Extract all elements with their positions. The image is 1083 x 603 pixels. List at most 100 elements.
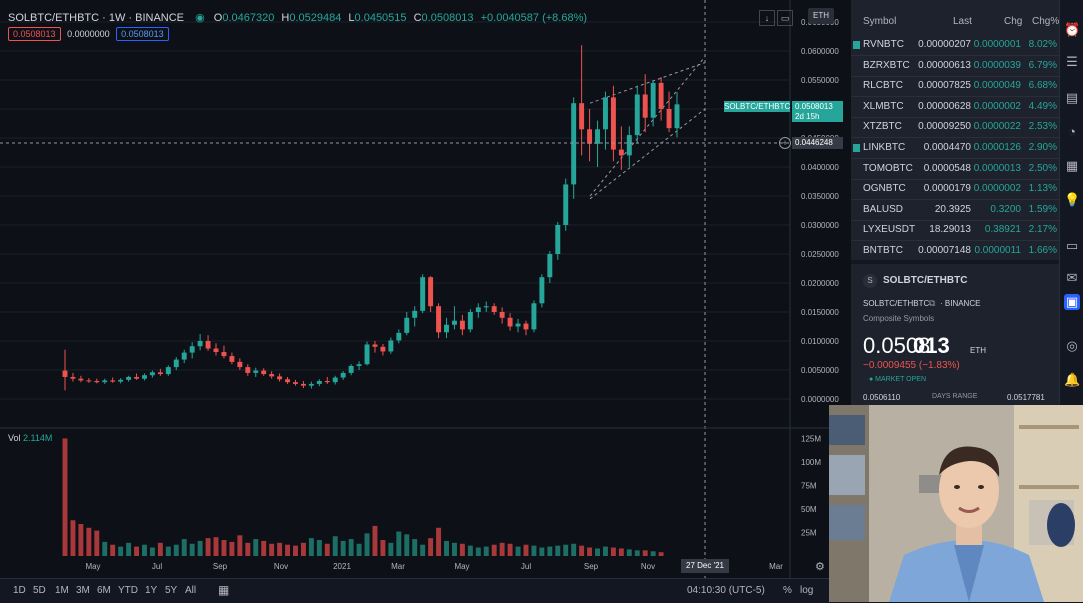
data-window-icon[interactable]: ▤ (1065, 90, 1079, 105)
col-chgp[interactable]: Chg% (1032, 16, 1060, 27)
fullscreen-icon[interactable]: ▭ (777, 10, 793, 26)
col-last[interactable]: Last (953, 16, 972, 27)
sell-badge[interactable]: 0.0508013 (8, 27, 61, 41)
close-label: C (413, 12, 422, 24)
watchlist-row[interactable]: OGNBTC 0.0000179 0.0000002 1.13% (851, 179, 1059, 201)
add-alert-icon[interactable]: + (779, 137, 791, 149)
watchlist-row[interactable]: BNTBTC 0.00007148 0.0000011 1.66% (851, 241, 1059, 262)
timeframe-all[interactable]: All (185, 585, 197, 596)
timeframe-6m[interactable]: 6M (97, 585, 111, 596)
volume-legend: Vol 2.114M (8, 433, 52, 443)
candle-body (149, 372, 155, 376)
download-icon[interactable]: ↓ (759, 10, 775, 26)
volume-bar (118, 546, 124, 556)
eye-icon[interactable]: ◉ (195, 12, 205, 24)
price-tick: 0.0050000 (801, 366, 839, 375)
watchlist-row[interactable]: RLCBTC 0.00007825 0.0000049 6.68% (851, 76, 1059, 98)
volume-bar (165, 546, 171, 556)
timeframe-5y[interactable]: 5Y (165, 585, 178, 596)
timeframe-5d[interactable]: 5D (33, 585, 46, 596)
candle-body (674, 104, 680, 129)
watchlist-row[interactable]: TOMOBTC 0.0000548 0.0000013 2.50% (851, 159, 1059, 180)
time-tick: Jul (152, 562, 162, 571)
details-change: −0.0009455 (−1.83%) (863, 360, 960, 371)
currency-badge[interactable]: ETH (808, 8, 834, 24)
watchlist-symbol: XTZBTC (863, 121, 902, 133)
volume-bar (595, 548, 600, 556)
buy-badge[interactable]: 0.0508013 (116, 27, 169, 41)
volume-bar (507, 543, 513, 556)
watchlist-icon[interactable]: ☰ (1066, 54, 1078, 69)
candle-body (571, 103, 577, 185)
timeframe-1y[interactable]: 1Y (145, 585, 158, 596)
volume-bar (412, 539, 418, 556)
ideas-icon[interactable]: 💡 (1064, 192, 1081, 207)
hotlist-icon[interactable]: ◔ (1068, 124, 1076, 139)
candle-body (356, 364, 362, 366)
chart-settings-icon[interactable]: ⚙ (815, 561, 825, 573)
symbol-title[interactable]: SOLBTC/ETHBTC · 1W · BINANCE (8, 12, 185, 24)
candle-body (110, 380, 116, 382)
volume-bar (142, 544, 147, 556)
watchlist-symbol: TOMOBTC (863, 162, 913, 174)
watchlist-row[interactable]: XTZBTC 0.00009250 0.0000022 2.53% (851, 117, 1059, 139)
col-chg[interactable]: Chg (1004, 16, 1023, 27)
volume-bar (356, 543, 362, 556)
flag-icon[interactable] (853, 41, 860, 49)
high-value: 0.0529484 (289, 12, 342, 24)
timeframe-ytd[interactable]: YTD (118, 585, 138, 596)
chat-icon[interactable]: ▭ (1065, 238, 1079, 253)
candle-body (404, 317, 410, 333)
volume-bar (308, 538, 314, 556)
streams-icon[interactable]: ◎ (1066, 338, 1078, 353)
last-price-symbol-label: SOLBTC/ETHBTC (724, 101, 791, 112)
volume-bar (491, 544, 497, 556)
object-tree-icon[interactable]: ▣ (1064, 294, 1080, 310)
candle-body (380, 346, 386, 352)
timeframe-3m[interactable]: 3M (76, 585, 90, 596)
notifications-icon[interactable]: 🔔 (1064, 372, 1081, 387)
price-chart[interactable]: 0.06500000.06000000.05500000.05000000.04… (0, 0, 851, 578)
details-type: Composite Symbols (863, 314, 935, 323)
watchlist-symbol: OGNBTC (863, 183, 906, 195)
watchlist-change-percent: 2.90% (1028, 142, 1057, 153)
watchlist-row[interactable]: BZRXBTC 0.00000613 0.0000039 6.79% (851, 56, 1059, 77)
volume-bar (618, 548, 624, 556)
watchlist-row[interactable]: BALUSD 20.3925 0.3200 1.59% (851, 200, 1059, 221)
legend-row: SOLBTC/ETHBTC · 1W · BINANCE ◉ O0.046732… (8, 11, 587, 24)
candle-body (555, 225, 561, 254)
watchlist-last: 0.00000628 (918, 100, 971, 112)
volume-bar (499, 542, 505, 556)
col-symbol[interactable]: Symbol (863, 16, 897, 27)
watchlist-row[interactable]: RVNBTC 0.00000207 0.0000001 8.02% (851, 35, 1059, 56)
percent-toggle[interactable]: % (783, 585, 792, 596)
chart-area[interactable]: 0.06500000.06000000.05500000.05000000.04… (0, 0, 851, 578)
watchlist-last: 0.0004470 (923, 142, 971, 153)
candle-body (269, 374, 275, 377)
alarm-clock-icon[interactable]: ⏰ (1064, 22, 1081, 37)
calendar-icon[interactable]: ▦ (218, 583, 230, 597)
timeframe-1m[interactable]: 1M (55, 585, 69, 596)
watchlist-row[interactable]: LINKBTC 0.0004470 0.0000126 2.90% (851, 138, 1059, 159)
day-low: 0.0506110 (863, 393, 901, 402)
last-price-label: 0.0508013 (792, 101, 843, 112)
volume-bar (324, 543, 330, 556)
details-title[interactable]: SOLBTC/ETHBTC (883, 275, 968, 286)
volume-bar (436, 527, 442, 556)
watchlist-row[interactable]: LYXEUSDT 18.29013 0.38921 2.17% (851, 220, 1059, 242)
messages-icon[interactable]: ✉ (1066, 270, 1078, 285)
candle-body (126, 376, 132, 380)
log-toggle[interactable]: log (800, 585, 814, 596)
watchlist-row[interactable]: XLMBTC 0.00000628 0.0000002 4.49% (851, 97, 1059, 118)
volume-bar (444, 540, 449, 556)
channel-top (589, 62, 706, 104)
calendar-icon-side[interactable]: ▦ (1065, 158, 1079, 173)
flag-icon[interactable] (853, 144, 860, 152)
volume-bar (157, 542, 163, 556)
volume-bar (428, 538, 434, 556)
utc-clock[interactable]: 04:10:30 (UTC-5) (687, 585, 765, 596)
volume-value: 2.114M (23, 433, 53, 443)
timeframe-1d[interactable]: 1D (13, 585, 26, 596)
candle-body (444, 324, 449, 333)
external-link-icon[interactable]: ⧉ (929, 298, 936, 308)
